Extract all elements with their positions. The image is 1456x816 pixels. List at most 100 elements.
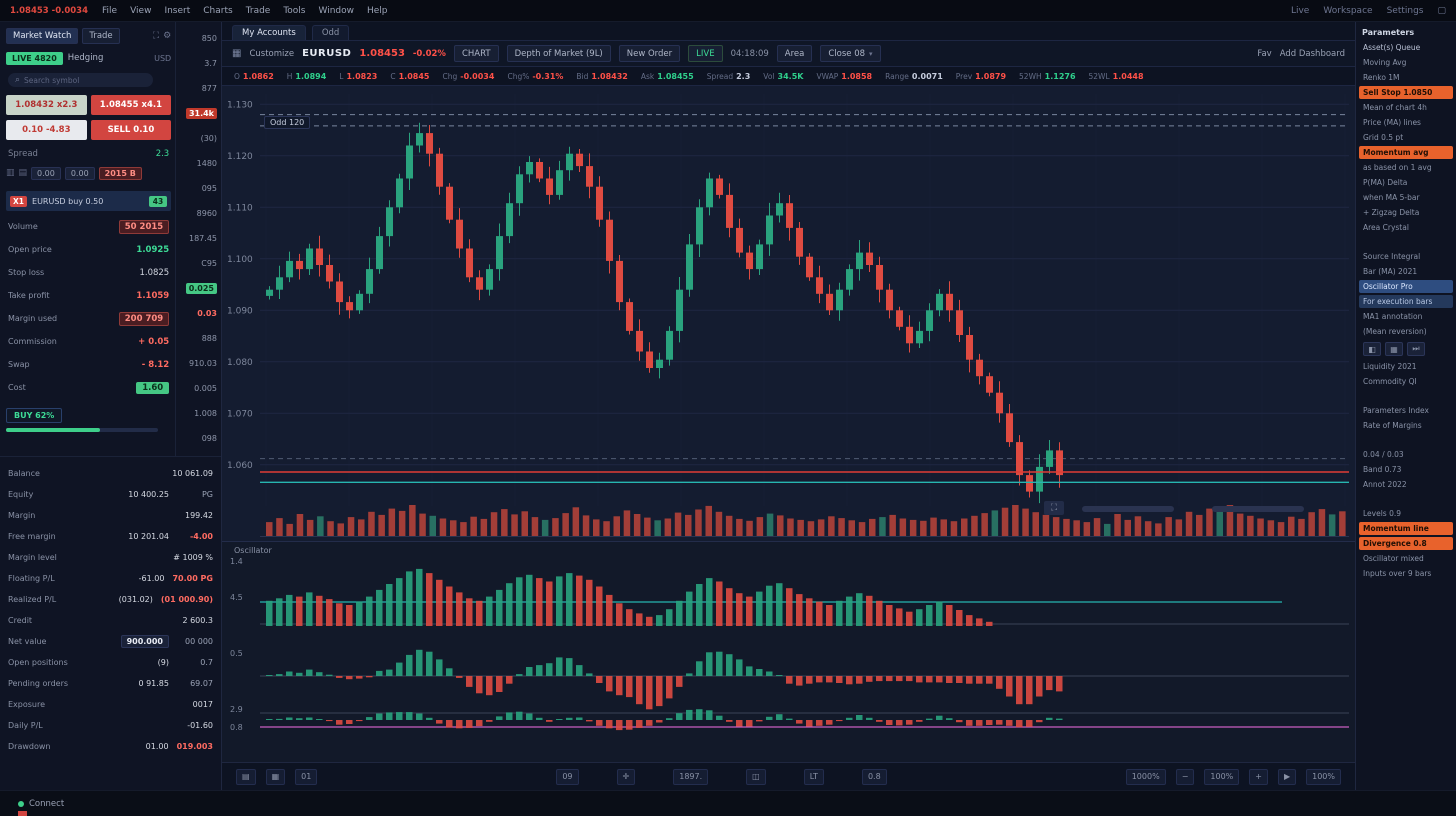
right-panel-item[interactable]: Moving Avg (1363, 58, 1407, 67)
ladder-row[interactable]: 888 (176, 326, 221, 351)
chart-scrollbar[interactable] (1212, 506, 1304, 512)
zoom-out-icon[interactable]: − (1175, 768, 1195, 785)
account-badge[interactable]: LIVE 4820 (6, 51, 63, 65)
toolbar-chip[interactable]: 0.8 (861, 768, 887, 785)
right-panel-item[interactable]: Divergence 0.8 (1359, 537, 1453, 550)
ladder-row[interactable]: 0.005 (176, 376, 221, 401)
workspace-tab[interactable]: My Accounts (232, 25, 306, 40)
new-order-button[interactable]: New Order (618, 45, 681, 62)
ladder-row[interactable]: 1480 (176, 151, 221, 176)
close-position-icon[interactable]: X1 (10, 195, 28, 207)
right-panel-item[interactable]: when MA 5-bar (1363, 193, 1420, 202)
ladder-row[interactable]: 098 (176, 426, 221, 451)
right-panel-item[interactable]: Momentum line (1359, 522, 1453, 535)
sell-order-button[interactable]: SELL 0.10 (90, 120, 172, 140)
expand-icon[interactable]: ⛶ (152, 31, 160, 41)
ladder-row[interactable]: C95 (176, 251, 221, 276)
ladder-row[interactable]: 850 (176, 26, 221, 51)
right-panel-item[interactable]: Grid 0.5 pt (1363, 133, 1404, 142)
candlestick-chart[interactable]: 1.130 1.120 1.110 1.100 1.090 1.080 1.070 1.060 (222, 86, 1355, 542)
menu-right-item[interactable]: Settings (1386, 5, 1424, 16)
chart-button[interactable]: CHART (453, 45, 499, 62)
pages-icon[interactable]: ▤ (236, 768, 256, 785)
right-panel-item[interactable]: Mean of chart 4h (1363, 103, 1427, 112)
ladder-row[interactable]: 1.008 (176, 401, 221, 426)
close-dropdown[interactable]: Close 08 ▾ (820, 45, 881, 62)
right-panel-item[interactable]: Oscillator mixed (1363, 554, 1424, 563)
ladder-row[interactable]: 0.03 (176, 301, 221, 326)
menu-right-item[interactable]: Workspace (1323, 5, 1373, 16)
right-panel-item[interactable]: For execution bars (1359, 295, 1453, 308)
right-panel-item[interactable]: Levels 0.9 (1363, 509, 1402, 518)
menu-item[interactable]: Help (367, 5, 388, 16)
indicator-button[interactable]: ▦ (1385, 342, 1403, 356)
ladder-row[interactable]: 187.45 (176, 226, 221, 251)
right-panel-item[interactable]: Momentum avg (1359, 146, 1453, 159)
camera-icon[interactable]: ⛶ (1044, 501, 1064, 515)
sell-button[interactable]: 1.08432 x2.3 (6, 95, 87, 115)
layers-icon[interactable]: ▥ (6, 168, 15, 178)
right-panel-item[interactable]: Inputs over 9 bars (1363, 569, 1432, 578)
menu-item[interactable]: Charts (203, 5, 233, 16)
right-panel-item[interactable]: Band 0.73 (1363, 465, 1402, 474)
panel-icon[interactable]: ◫ (746, 768, 766, 785)
dom-ladder[interactable]: 850 3.7 877 31.4k (30) 1480 095 8960 187.45 C95 0.… (175, 22, 221, 456)
menu-item[interactable]: Insert (164, 5, 191, 16)
workspace-tab[interactable]: Odd (311, 25, 350, 40)
add-dashboard-button[interactable]: Add Dashboard (1279, 48, 1345, 59)
right-panel-item[interactable]: P(MA) Delta (1363, 178, 1408, 187)
ladder-row[interactable]: 095 (176, 176, 221, 201)
ladder-row[interactable]: 0.025 (176, 276, 221, 301)
ladder-row[interactable]: (30) (176, 126, 221, 151)
right-panel-item[interactable]: 0.04 / 0.03 (1363, 450, 1404, 459)
lot-size-field[interactable]: 0.10 -4.83 (6, 120, 87, 140)
play-icon[interactable]: ▶ (1277, 768, 1297, 785)
right-panel-item[interactable]: Sell Stop 1.0850 (1359, 86, 1453, 99)
ladder-row[interactable]: 8960 (176, 201, 221, 226)
indicator-button[interactable]: ⏭ (1407, 342, 1425, 356)
menu-item[interactable]: File (102, 5, 118, 16)
market-watch-tab[interactable]: Market Watch (6, 28, 79, 44)
menu-item[interactable]: Window (318, 5, 355, 16)
ladder-row[interactable]: 3.7 (176, 51, 221, 76)
ladder-row[interactable]: 910.03 (176, 351, 221, 376)
dom-button[interactable]: Depth of Market (9L) (506, 45, 611, 62)
customize-button[interactable]: Customize (249, 48, 295, 59)
layout-grid-icon[interactable]: ▦ (232, 48, 242, 59)
gear-icon[interactable]: ⚙ (163, 31, 172, 41)
fav-button[interactable]: Fav (1257, 48, 1272, 59)
right-panel-item[interactable]: Parameters Index (1363, 406, 1429, 415)
window-icon[interactable]: ▢ (1437, 5, 1446, 16)
chart-scrollbar[interactable] (1082, 506, 1174, 512)
right-panel-item[interactable]: Price (MA) lines (1363, 118, 1421, 127)
menu-right-item[interactable]: Live (1290, 5, 1310, 16)
symbol-name[interactable]: EURUSD (302, 48, 352, 59)
market-watch-tab[interactable]: Trade (82, 28, 120, 44)
right-panel-item[interactable]: MA1 annotation (1363, 312, 1423, 321)
right-panel-item[interactable]: Oscillator Pro (1359, 280, 1453, 293)
right-panel-item[interactable]: Commodity QI (1363, 377, 1417, 386)
zoom-in-icon[interactable]: + (1249, 768, 1268, 785)
indicator-button[interactable]: ◧ (1363, 342, 1381, 356)
toolbar-chip[interactable]: 09 (556, 768, 579, 785)
right-panel-item[interactable]: Source Integral (1363, 252, 1421, 261)
right-panel-item[interactable]: Liquidity 2021 (1363, 362, 1417, 371)
toolbar-chip[interactable]: 100% (1306, 768, 1341, 785)
grid-icon[interactable]: ▦ (265, 768, 286, 785)
indicator-panel[interactable]: Oscillator 1.4 4.5 0.5 2.9 0.8 (222, 542, 1355, 762)
ladder-row[interactable]: 31.4k (176, 101, 221, 126)
menu-item[interactable]: Trade (245, 5, 271, 16)
toolbar-chip[interactable]: 01 (295, 768, 318, 785)
right-panel-item[interactable]: Bar (MA) 2021 (1363, 267, 1418, 276)
menu-item[interactable]: View (130, 5, 152, 16)
right-panel-item[interactable]: Renko 1M (1363, 73, 1400, 82)
right-panel-item[interactable]: Annot 2022 (1363, 480, 1407, 489)
connect-status[interactable]: Connect (29, 798, 65, 809)
right-panel-item[interactable]: as based on 1 avg (1363, 163, 1432, 172)
list-icon[interactable]: ▤ (18, 168, 28, 178)
position-row[interactable]: X1 EURUSD buy 0.50 43 (6, 191, 172, 211)
buy-button[interactable]: 1.08455 x4.1 (90, 95, 172, 115)
toolbar-chip[interactable]: LT (803, 768, 824, 785)
right-panel-item[interactable]: + Zigzag Delta (1363, 208, 1420, 217)
oscillator-chart[interactable]: 1.4 4.5 0.5 2.9 0.8 (222, 542, 1355, 762)
